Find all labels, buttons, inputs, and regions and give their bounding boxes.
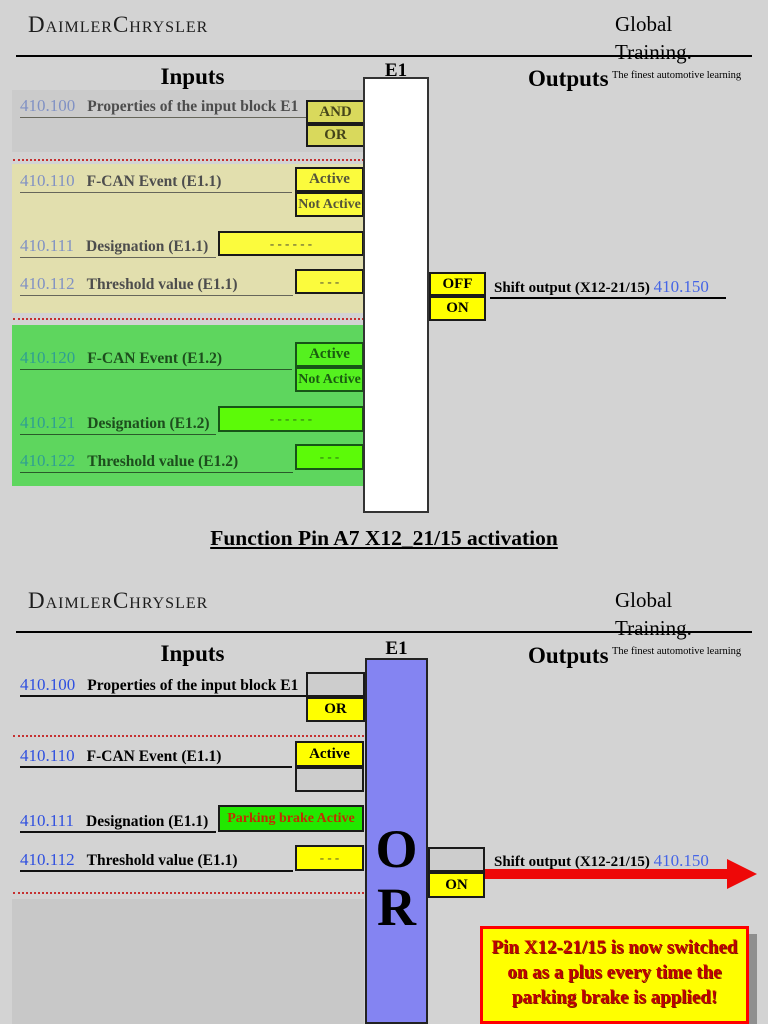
divider-dotted bbox=[13, 735, 364, 737]
not-active-button-e12[interactable]: Not Active bbox=[295, 367, 364, 392]
header-rule bbox=[16, 631, 752, 633]
note-box: Pin X12-21/15 is now switched on as a pl… bbox=[480, 926, 749, 1024]
or-gate-letter-o: O bbox=[375, 819, 418, 879]
shift-output-ref: 410.150 bbox=[653, 277, 709, 296]
designation-field-parking-brake[interactable]: Parking brake Active bbox=[218, 805, 364, 832]
row-label: F-CAN Event (E1.2) bbox=[87, 350, 222, 367]
row-number: 410.110 bbox=[20, 746, 75, 765]
row-number: 410.100 bbox=[20, 675, 76, 694]
off-button-inactive[interactable] bbox=[428, 847, 485, 872]
header-rule bbox=[16, 55, 752, 57]
e1-function-block bbox=[363, 77, 429, 513]
row-number: 410.112 bbox=[20, 850, 75, 869]
divider-dotted bbox=[13, 892, 364, 894]
row-number: 410.121 bbox=[20, 413, 76, 432]
row-number: 410.111 bbox=[20, 811, 74, 830]
divider-dotted bbox=[13, 159, 364, 161]
global-line1: Global bbox=[615, 588, 673, 612]
row-410120: 410.120 F-CAN Event (E1.2) bbox=[20, 347, 292, 370]
outputs-heading: Outputs bbox=[528, 643, 609, 668]
row-label: Properties of the input block E1 bbox=[87, 98, 299, 115]
tagline: The finest automotive learning bbox=[612, 646, 742, 657]
brand-logo: DaimlerChrysler bbox=[28, 588, 209, 613]
shift-output-label: Shift output (X12-21/15) 410.150 bbox=[494, 851, 709, 871]
shift-output-ref: 410.150 bbox=[653, 851, 709, 870]
row-label: Threshold value (E1.1) bbox=[86, 852, 238, 869]
on-button[interactable]: ON bbox=[429, 296, 486, 321]
global-line2: Training. bbox=[615, 40, 692, 64]
row-number: 410.112 bbox=[20, 274, 75, 293]
row-410100: 410.100 Properties of the input block E1 bbox=[20, 674, 306, 697]
or-button[interactable]: OR bbox=[306, 124, 365, 147]
row-410112: 410.112 Threshold value (E1.1) bbox=[20, 849, 293, 872]
designation-field-e11[interactable]: - - - - - - bbox=[218, 231, 364, 256]
on-button-selected[interactable]: ON bbox=[428, 872, 485, 898]
e1-block-label: E1 bbox=[384, 60, 408, 81]
active-button-e12[interactable]: Active bbox=[295, 342, 364, 367]
e12-panel-empty bbox=[12, 899, 364, 1024]
and-button[interactable]: AND bbox=[306, 100, 365, 124]
shift-output-label: Shift output (X12-21/15) 410.150 bbox=[494, 277, 709, 297]
row-410111: 410.111 Designation (E1.1) bbox=[20, 810, 216, 833]
outputs-heading: Outputs bbox=[528, 66, 609, 91]
row-number: 410.100 bbox=[20, 96, 76, 115]
row-number: 410.122 bbox=[20, 451, 76, 470]
row-410122: 410.122 Threshold value (E1.2) bbox=[20, 450, 293, 473]
and-button-inactive[interactable] bbox=[306, 672, 365, 697]
active-button-selected[interactable]: Active bbox=[295, 741, 364, 767]
designation-field-e12[interactable]: - - - - - - bbox=[218, 406, 364, 432]
inputs-heading: Inputs bbox=[160, 641, 225, 666]
divider-dotted bbox=[13, 318, 364, 320]
row-label: Designation (E1.1) bbox=[86, 813, 209, 830]
row-label: F-CAN Event (E1.1) bbox=[86, 748, 222, 765]
row-410100: 410.100 Properties of the input block E1 bbox=[20, 95, 306, 118]
active-button-e11[interactable]: Active bbox=[295, 167, 364, 192]
brand-logo: DaimlerChrysler bbox=[28, 12, 209, 37]
row-410121: 410.121 Designation (E1.2) bbox=[20, 412, 216, 435]
shift-output-text: Shift output (X12-21/15) bbox=[494, 280, 650, 296]
e1-block-label: E1 bbox=[385, 638, 408, 659]
row-410110: 410.110 F-CAN Event (E1.1) bbox=[20, 745, 292, 768]
output-arrow-shaft bbox=[485, 869, 733, 879]
shift-output-underline bbox=[490, 297, 726, 299]
row-label: Designation (E1.2) bbox=[87, 415, 210, 432]
threshold-field-e11[interactable]: - - - bbox=[295, 269, 364, 294]
inputs-heading: Inputs bbox=[160, 64, 225, 89]
threshold-field-e11[interactable]: - - - bbox=[295, 845, 364, 871]
row-410110: 410.110 F-CAN Event (E1.1) bbox=[20, 170, 292, 193]
threshold-field-e12[interactable]: - - - bbox=[295, 444, 364, 470]
row-number: 410.120 bbox=[20, 348, 76, 367]
or-gate-letter-r: R bbox=[377, 877, 416, 937]
global-line1: Global bbox=[615, 12, 673, 36]
or-button-selected[interactable]: OR bbox=[306, 697, 365, 722]
not-active-button-e11[interactable]: Not Active bbox=[295, 192, 364, 217]
row-label: Properties of the input block E1 bbox=[87, 677, 299, 694]
or-gate-block: O R bbox=[365, 658, 428, 1024]
not-active-button-inactive[interactable] bbox=[295, 767, 364, 792]
row-410112: 410.112 Threshold value (E1.1) bbox=[20, 273, 293, 296]
row-label: Threshold value (E1.1) bbox=[86, 276, 238, 293]
row-label: F-CAN Event (E1.1) bbox=[86, 173, 222, 190]
row-label: Threshold value (E1.2) bbox=[87, 453, 239, 470]
row-number: 410.111 bbox=[20, 236, 74, 255]
page-title: Function Pin A7 X12_21/15 activation bbox=[210, 526, 558, 550]
global-training-logo: Global Training. bbox=[615, 586, 692, 642]
properties-panel bbox=[12, 90, 364, 152]
shift-output-text: Shift output (X12-21/15) bbox=[494, 854, 650, 870]
tagline: The finest automotive learning bbox=[612, 70, 742, 81]
output-arrow-head bbox=[727, 859, 757, 889]
global-line2: Training. bbox=[615, 616, 692, 640]
off-button[interactable]: OFF bbox=[429, 272, 486, 296]
row-number: 410.110 bbox=[20, 171, 75, 190]
row-label: Designation (E1.1) bbox=[86, 238, 209, 255]
global-training-logo: Global Training. bbox=[615, 10, 692, 66]
row-410111: 410.111 Designation (E1.1) bbox=[20, 235, 216, 258]
